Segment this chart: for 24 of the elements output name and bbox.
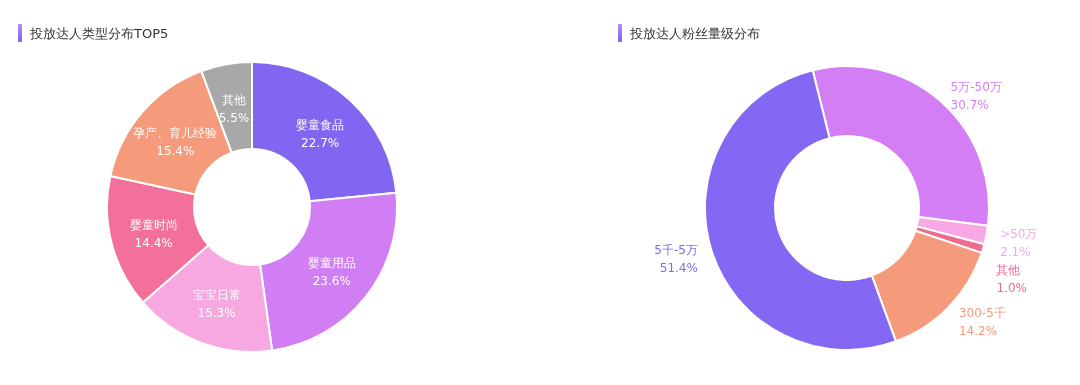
data-label: 14.2% bbox=[958, 323, 998, 338]
slice-label: 5万-50万 bbox=[950, 80, 1002, 95]
slice-label: 宝宝日常 bbox=[192, 288, 241, 303]
data-label: 22.7% bbox=[301, 135, 340, 150]
slice-label: 其他 bbox=[996, 262, 1021, 277]
data-label: 2.1% bbox=[1000, 244, 1031, 259]
slice-label: 婴童食品 bbox=[296, 117, 345, 132]
data-label: 1.0% bbox=[996, 280, 1027, 295]
slice-label: 其他 bbox=[222, 93, 246, 108]
slice-label: >50万 bbox=[1000, 226, 1038, 241]
slice-label: 300-5千 bbox=[958, 305, 1006, 320]
data-label: 23.6% bbox=[312, 273, 351, 288]
data-label: 15.4% bbox=[156, 144, 195, 159]
slice-label: 婴童用品 bbox=[307, 255, 356, 270]
data-label: 51.4% bbox=[659, 260, 698, 275]
data-label: 30.7% bbox=[950, 98, 989, 113]
slice-label: 婴童时尚 bbox=[129, 218, 178, 233]
slice-label: 孕产、育儿经验 bbox=[133, 126, 218, 141]
data-label: 15.3% bbox=[197, 306, 236, 321]
slice-label: 5千-5万 bbox=[654, 242, 698, 257]
data-label: 14.4% bbox=[134, 236, 173, 251]
chart-title: 投放达人粉丝量级分布 bbox=[629, 26, 760, 41]
chart-title: 投放达人类型分布TOP5 bbox=[29, 26, 169, 41]
data-label: 5.5% bbox=[218, 111, 250, 126]
